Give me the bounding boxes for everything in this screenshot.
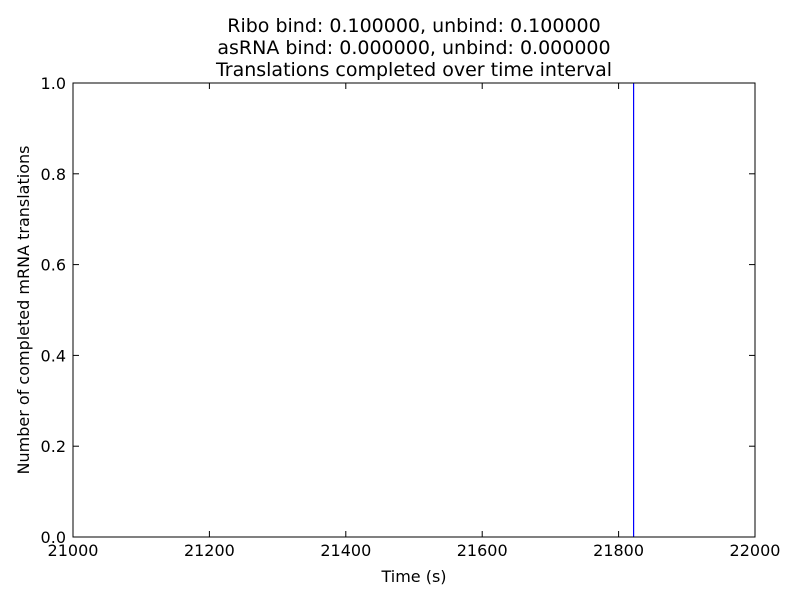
- y-tick-label: 0.8: [41, 165, 66, 184]
- x-tick-label: 21200: [184, 541, 235, 560]
- y-tick-label: 0.6: [41, 256, 66, 275]
- x-tick-label: 21800: [593, 541, 644, 560]
- plot-frame: [72, 82, 756, 538]
- y-tick-label: 0.0: [41, 528, 66, 547]
- x-axis-ticks: 21000 21200 21400 21600 21800 22000: [48, 83, 781, 560]
- y-tick-label: 1.0: [41, 74, 66, 93]
- y-axis-label: Number of completed mRNA translations: [14, 146, 33, 475]
- chart-title-line-2: asRNA bind: 0.000000, unbind: 0.000000: [217, 37, 610, 59]
- x-tick-label: 21000: [48, 541, 99, 560]
- x-tick-label: 21400: [320, 541, 371, 560]
- x-axis-label: Time (s): [380, 567, 446, 586]
- chart-title-line-3: Translations completed over time interva…: [215, 59, 612, 81]
- chart-title-line-1: Ribo bind: 0.100000, unbind: 0.100000: [227, 15, 600, 37]
- x-tick-label: 21600: [457, 541, 508, 560]
- y-tick-label: 0.2: [41, 437, 66, 456]
- x-tick-label: 22000: [730, 541, 781, 560]
- y-axis-ticks: 0.0 0.2 0.4 0.6 0.8 1.0: [41, 74, 755, 547]
- y-tick-label: 0.4: [41, 346, 66, 365]
- chart-title: Ribo bind: 0.100000, unbind: 0.100000asR…: [215, 15, 612, 81]
